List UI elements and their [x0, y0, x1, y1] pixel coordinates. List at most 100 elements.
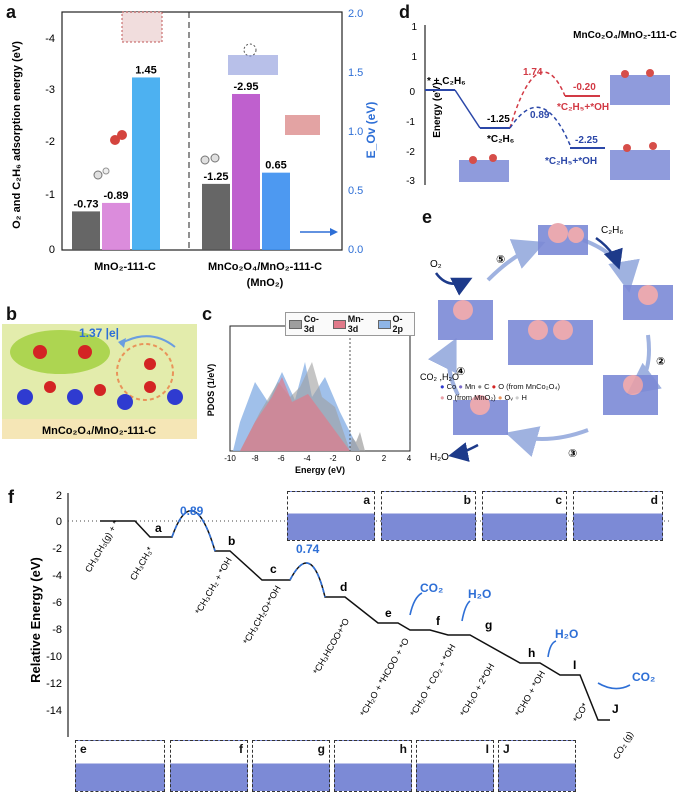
- svg-text:-8: -8: [251, 454, 259, 463]
- svg-text:CO₂: CO₂: [632, 670, 655, 684]
- right-tick: 2.0: [348, 8, 363, 20]
- svg-text:-10: -10: [224, 454, 236, 463]
- crystal-thumb-g: g: [252, 740, 330, 792]
- bar-value-label: -1.25: [203, 171, 228, 183]
- svg-text:-6: -6: [277, 454, 285, 463]
- panel-a-chart: -4 -3 -2 -1 0 2.0 1.5 1.0 0.5 0.0 O₂ and…: [11, 8, 378, 289]
- svg-text:h: h: [528, 646, 535, 660]
- atom-legend-text: ● Co ● Mn ● C ● O (from MnCo₂O₄) ● O (fr…: [440, 382, 561, 402]
- bars-group: -0.73 -0.89 1.45 -1.25 -2.95 0.65: [72, 64, 290, 250]
- panel-d-title: MnCo₂O₄/MnO₂-111-C: [573, 30, 677, 41]
- svg-text:CH₃CH₃*: CH₃CH₃*: [128, 545, 155, 582]
- group-label: MnO₂-111-C: [94, 261, 156, 273]
- bar: [232, 93, 260, 250]
- end-blue-value: -2.25: [575, 135, 598, 146]
- right-tick: 0.5: [348, 185, 363, 197]
- svg-text:⑤: ⑤: [496, 254, 505, 266]
- svg-text:*CH₂O + 2*OH: *CH₂O + 2*OH: [458, 662, 496, 718]
- panel-a: a -4 -3 -2 -1 0 2.0 1.5 1.0 0.5 0.0 O₂ a…: [0, 0, 380, 300]
- end-blue-label: *C₂H₅+*OH: [545, 156, 597, 167]
- crystal-thumb-b: b: [381, 491, 476, 541]
- svg-text:③: ③: [568, 448, 577, 460]
- crystal-thumb-d: d: [573, 491, 663, 541]
- svg-text:*CHO + *OH: *CHO + *OH: [513, 669, 547, 718]
- group-label: MnCo₂O₄/MnO₂-111-C: [208, 261, 322, 273]
- y-axis-label-d: Energy (eV): [432, 82, 443, 138]
- bar-value-label: -0.73: [73, 198, 98, 210]
- svg-text:*CO*: *CO*: [571, 701, 590, 724]
- pdos-legend: Co-3d Mn-3d O-2p: [285, 312, 415, 336]
- bar-value-label: -0.89: [103, 190, 128, 202]
- svg-text:4: 4: [407, 454, 412, 463]
- y-tick-d: -3: [406, 176, 415, 187]
- svg-text:I: I: [573, 658, 576, 672]
- svg-text:f: f: [436, 614, 441, 628]
- right-axis-ticks: 2.0 1.5 1.0 0.5 0.0: [348, 8, 363, 256]
- x-ticks-c: -10 -8 -6 -4 -2 0 2 4: [224, 454, 412, 463]
- svg-text:-12: -12: [46, 678, 62, 690]
- panel-e: e ① ② ③ ④ ⑤ O₂ C₂H₆: [418, 205, 685, 485]
- left-tick: -2: [45, 136, 55, 148]
- left-tick: 0: [49, 244, 55, 256]
- end-red-label: *C₂H₅+*OH: [557, 102, 609, 113]
- left-tick: -3: [45, 84, 55, 96]
- end-red-value: -0.20: [573, 82, 596, 93]
- svg-text:0: 0: [56, 516, 62, 528]
- charge-density-image: 1.37 |e| MnCo₂O₄/MnO₂-111-C: [2, 324, 197, 439]
- svg-text:CH₃CH₃(g) + *: CH₃CH₃(g) + *: [83, 518, 121, 574]
- legend-o2p: O-2p: [375, 313, 414, 335]
- barrier-2-value: 0.74: [296, 542, 320, 556]
- bar-value-label: 1.45: [135, 64, 156, 76]
- y-axis-label-left: O₂ and C₂H₆ adsorption energy (eV): [11, 41, 23, 229]
- svg-text:0: 0: [356, 454, 361, 463]
- label-start: * + C₂H₆: [427, 76, 466, 87]
- bar: [202, 183, 230, 250]
- crystal-thumbnail-d: [459, 69, 670, 182]
- svg-text:g: g: [485, 618, 492, 632]
- y-tick-d: -1: [406, 117, 415, 128]
- panel-d-chart: MnCo₂O₄/MnO₂-111-C 0 -1 -2 -3 1 1 Energy…: [406, 22, 677, 187]
- panel-b-caption: MnCo₂O₄/MnO₂-111-C: [42, 425, 156, 437]
- y-tick-d-top: 1: [411, 52, 417, 63]
- bar: [102, 202, 130, 250]
- caption-bar: [2, 419, 197, 439]
- reaction-energy-profile: 2 0 -2 -4 -6 -8 -10 -12 -14 Relative Ene…: [28, 490, 670, 761]
- charge-value: 1.37 |e|: [79, 326, 119, 340]
- panel-d: d MnCo₂O₄/MnO₂-111-C 0 -1 -2 -3 1 1 Ener…: [395, 0, 685, 200]
- svg-text:-2: -2: [329, 454, 337, 463]
- panel-b: b 1.37 |e| MnCo₂O₄/MnO₂-111-C: [0, 302, 200, 440]
- right-tick: 0.0: [348, 244, 363, 256]
- svg-text:②: ②: [656, 356, 665, 368]
- svg-text:H₂O: H₂O: [468, 587, 491, 601]
- reactant-o2: O₂: [430, 259, 442, 270]
- panel-label-e: e: [422, 207, 433, 227]
- svg-text:-4: -4: [52, 570, 62, 582]
- crystal-thumb-c: c: [482, 491, 567, 541]
- svg-text:H₂O: H₂O: [555, 627, 578, 641]
- svg-text:2: 2: [56, 490, 62, 502]
- crystal-thumb-h: h: [334, 740, 412, 792]
- bar-value-label: -2.95: [233, 81, 258, 93]
- svg-text:-6: -6: [52, 597, 62, 609]
- svg-text:a: a: [155, 521, 162, 535]
- label-ads: *C₂H₆: [487, 134, 514, 145]
- bar: [132, 77, 160, 250]
- crystal-thumb-e: e: [75, 740, 165, 792]
- svg-text:*CH₃HCOO+*O: *CH₃HCOO+*O: [311, 616, 351, 676]
- svg-text:-14: -14: [46, 705, 62, 717]
- y-ticks-f: 2 0 -2 -4 -6 -8 -10 -12 -14: [46, 490, 62, 717]
- state-labels: CH₃CH₃(g) + * CH₃CH₃* *CH₃CH₂ + *OH *CH₃…: [83, 518, 635, 761]
- panel-label-b: b: [6, 304, 17, 324]
- panel-label-c: c: [202, 304, 213, 324]
- svg-text:c: c: [270, 562, 277, 576]
- right-tick: 1.5: [348, 67, 363, 79]
- value-ads: -1.25: [487, 114, 510, 125]
- bar: [262, 172, 290, 250]
- path-blue: [509, 106, 571, 146]
- right-axis-arrowhead: [330, 228, 338, 236]
- bar-value-label: 0.65: [265, 160, 286, 172]
- crystal-thumb-j: J: [498, 740, 576, 792]
- svg-text:-8: -8: [52, 624, 62, 636]
- y-tick-d: -2: [406, 147, 415, 158]
- group-label: (MnO₂): [247, 277, 284, 289]
